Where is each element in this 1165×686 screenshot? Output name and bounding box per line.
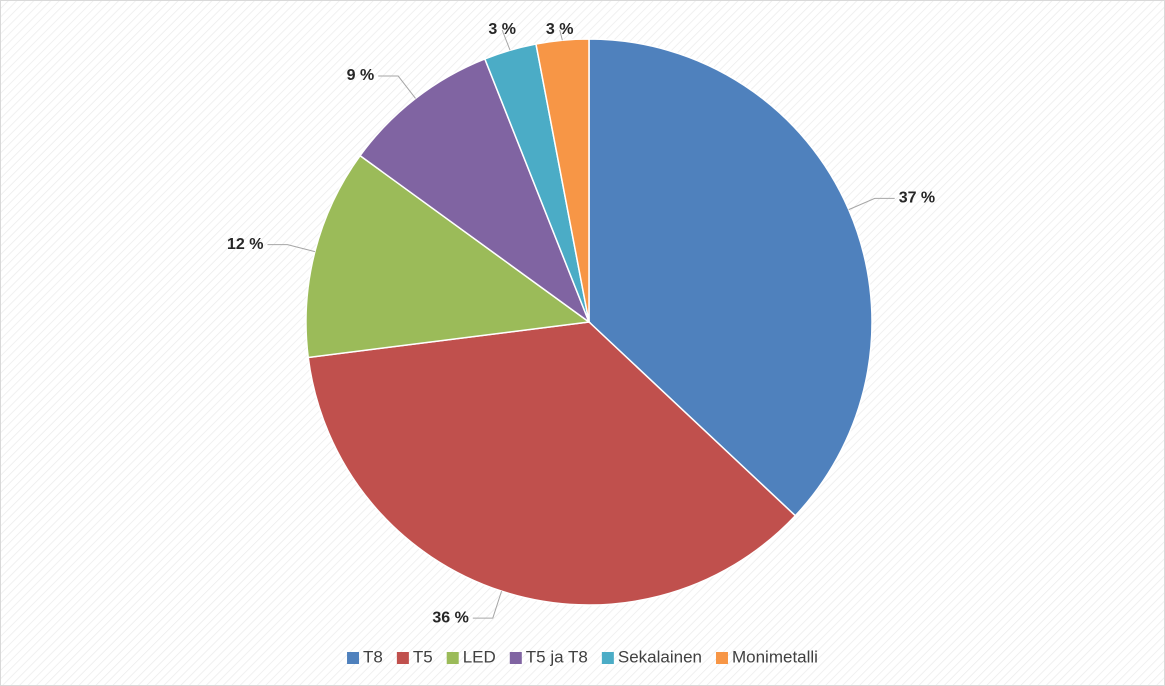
legend-swatch xyxy=(715,652,728,664)
data-label: 3 % xyxy=(546,21,574,38)
legend-item: Monimetalli xyxy=(715,647,818,666)
data-label: 36 % xyxy=(432,609,468,626)
legend-label: T8 xyxy=(363,647,383,666)
legend-label: T5 ja T8 xyxy=(526,647,588,666)
legend-swatch xyxy=(601,652,614,664)
legend-item: Sekalainen xyxy=(601,647,702,666)
pie-slice xyxy=(305,154,591,359)
legend-label: LED xyxy=(463,647,496,666)
pie-slice xyxy=(307,321,797,606)
legend-label: Sekalainen xyxy=(618,647,702,666)
leader-line xyxy=(472,590,503,619)
data-label: 37 % xyxy=(899,190,935,207)
legend-item: T5 xyxy=(396,647,433,666)
leader-line xyxy=(848,197,895,211)
legend-item: T5 ja T8 xyxy=(509,647,588,666)
legend-swatch xyxy=(446,652,459,664)
leader-line xyxy=(501,29,511,51)
legend-label: T5 xyxy=(413,647,433,666)
data-label: 12 % xyxy=(227,236,263,253)
data-label: 3 % xyxy=(488,21,516,38)
legend: T8 T5 LED T5 ja T8 Sekalainen Monimetalli xyxy=(347,647,818,666)
legend-swatch xyxy=(396,652,409,664)
legend-item: T8 xyxy=(347,647,383,666)
legend-swatch xyxy=(347,652,360,664)
legend-label: Monimetalli xyxy=(732,647,818,666)
leader-line xyxy=(559,29,563,41)
legend-item: LED xyxy=(446,647,496,666)
leader-line xyxy=(267,244,316,253)
leader-line xyxy=(378,75,416,99)
data-label: 9 % xyxy=(347,67,375,84)
legend-swatch xyxy=(509,652,522,664)
pie-slice xyxy=(588,38,873,517)
pie-slice xyxy=(359,57,591,325)
pie: 37 % 36 % 12 % 9 % 3 % 3 % xyxy=(227,21,935,626)
